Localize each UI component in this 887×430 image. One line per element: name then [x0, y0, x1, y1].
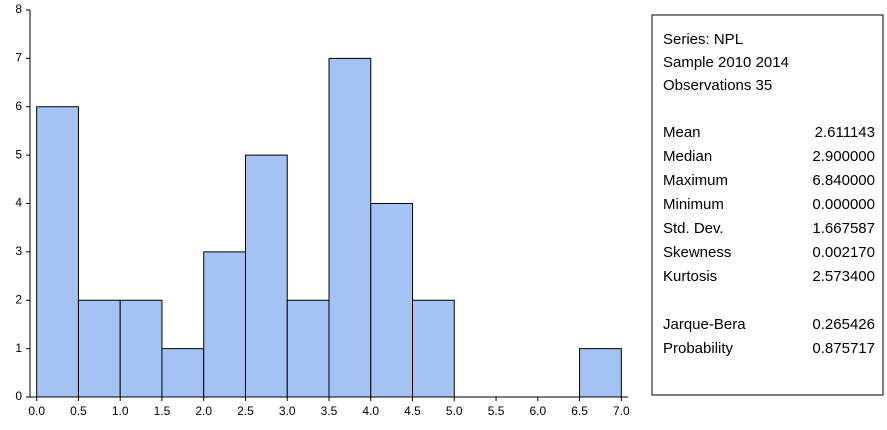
bar	[203, 251, 246, 398]
stat-label: Minimum	[663, 196, 724, 213]
y-tick-label: 0	[15, 389, 22, 403]
stats-header: Series: NPL	[663, 31, 743, 48]
bar	[77, 299, 121, 398]
x-tick-label: 3.0	[279, 404, 296, 418]
x-tick-label: 4.0	[362, 404, 379, 418]
bar	[119, 299, 163, 398]
x-tick-label: 1.5	[154, 404, 171, 418]
stat-label: Jarque-Bera	[663, 316, 746, 333]
x-tick-label: 0.5	[70, 404, 87, 418]
x-tick-label: 7.0	[613, 404, 630, 418]
x-tick-label: 5.0	[446, 404, 463, 418]
stat-value: 1.667587	[812, 220, 875, 237]
bar	[286, 299, 330, 398]
y-tick-label: 1	[15, 341, 22, 355]
stat-value: 0.002170	[812, 244, 875, 261]
stat-value: 0.875717	[812, 340, 875, 357]
stat-label: Maximum	[663, 172, 728, 189]
stat-label: Probability	[663, 340, 734, 357]
y-tick-label: 3	[15, 244, 22, 258]
stat-value: 2.611143	[815, 124, 875, 141]
x-tick-label: 6.5	[571, 404, 588, 418]
stat-label: Skewness	[663, 244, 731, 261]
bar	[161, 348, 205, 398]
x-tick-label: 0.0	[28, 404, 45, 418]
bar	[244, 154, 288, 398]
stat-label: Kurtosis	[663, 268, 717, 285]
bar	[579, 348, 622, 398]
stats-header: Observations 35	[663, 77, 772, 94]
x-tick-label: 4.5	[404, 404, 421, 418]
x-tick-label: 6.0	[529, 404, 546, 418]
bar	[328, 57, 372, 398]
x-tick-label: 3.5	[321, 404, 338, 418]
stat-value: 0.000000	[812, 196, 875, 213]
y-tick-label: 2	[15, 292, 22, 306]
stat-label: Median	[663, 148, 712, 165]
stat-value: 6.840000	[812, 172, 875, 189]
bar	[36, 106, 79, 398]
y-tick-label: 7	[15, 51, 22, 65]
x-tick-label: 5.5	[488, 404, 505, 418]
stat-label: Mean	[663, 124, 701, 141]
stats-box	[651, 14, 884, 396]
stat-value: 2.573400	[812, 268, 875, 285]
stat-label: Std. Dev.	[663, 220, 724, 237]
stat-value: 2.900000	[812, 148, 875, 165]
bar	[370, 203, 414, 398]
y-tick-label: 6	[15, 99, 22, 113]
x-tick-label: 2.5	[237, 404, 254, 418]
stats-header: Sample 2010 2014	[663, 54, 789, 71]
y-tick-label: 5	[15, 147, 22, 161]
stat-value: 0.265426	[812, 316, 875, 333]
y-tick-label: 8	[15, 2, 22, 16]
y-tick-label: 4	[15, 196, 22, 210]
bar	[412, 299, 455, 398]
x-tick-label: 2.0	[195, 404, 212, 418]
x-tick-label: 1.0	[112, 404, 129, 418]
